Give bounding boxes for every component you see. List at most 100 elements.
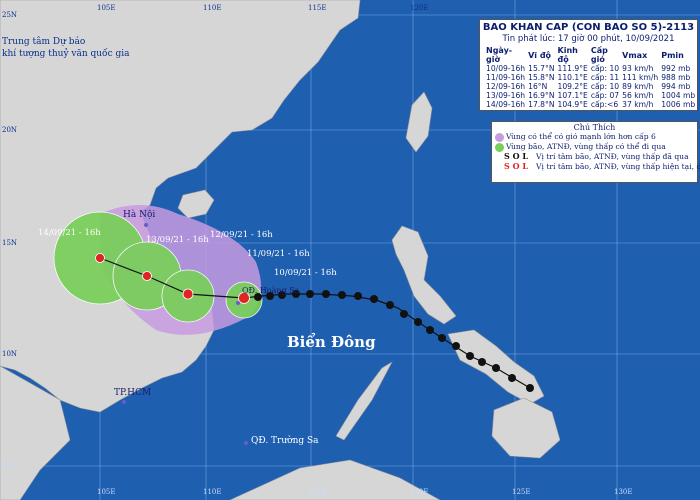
table-cell: 10/09-16h bbox=[486, 64, 526, 73]
lat-tick: 10N bbox=[2, 350, 18, 358]
lon-tick-top: 115E bbox=[308, 4, 327, 12]
mindanao-island bbox=[491, 397, 561, 459]
luzon-island bbox=[391, 225, 457, 325]
legend-item: Vùng có thể có gió mạnh lớn hơn cấp 6 bbox=[492, 132, 697, 142]
table-cell: 16°N bbox=[528, 82, 548, 91]
bulletin-panel: BAO KHAN CAP (CON BAO SO 5)-2113 Tin phá… bbox=[479, 19, 698, 111]
lat-tick: 5N bbox=[2, 462, 13, 470]
legend-item: S O L Vị trí tâm bão, ATNĐ, vùng thấp đã… bbox=[492, 151, 697, 162]
bulletin-issued-time: Tin phát lúc: 17 giờ 00 phút, 10/09/2021 bbox=[502, 34, 675, 44]
table-cell: 15.7°N bbox=[528, 64, 555, 73]
table-row: 12/09-16h 16°N 109.2°E cấp: 10 89 km/h 9… bbox=[486, 82, 698, 91]
forecast-time-label: 14/09/21 - 16h bbox=[38, 228, 101, 238]
lat-tick: 20N bbox=[2, 126, 18, 134]
palawan-island bbox=[335, 361, 393, 441]
agency-line-1: Trung tâm Dự báo bbox=[2, 37, 86, 47]
lon-tick-bottom: 120E bbox=[410, 488, 429, 496]
table-cell: 14/09-16h bbox=[486, 100, 526, 109]
table-cell: cấp: 10 bbox=[590, 64, 620, 73]
bulletin-title: BAO KHAN CAP (CON BAO SO 5)-2113 bbox=[482, 22, 695, 33]
place-label-hcm: TP.HCM bbox=[114, 388, 152, 398]
sea-name-label: Biển Đông bbox=[287, 333, 376, 351]
table-row: 10/09-16h 15.7°N 111.9°E cấp: 10 93 km/h… bbox=[486, 64, 698, 73]
column-header: Pmin bbox=[661, 50, 684, 60]
lon-tick-top: 110E bbox=[203, 4, 222, 12]
column-header: Vĩ độ bbox=[528, 50, 552, 60]
place-label-hanoi: Hà Nội bbox=[123, 210, 156, 220]
legend-panel: Chú Thích Vùng có thể có gió mạnh lớn hơ… bbox=[491, 121, 700, 183]
table-cell: 994 mb bbox=[661, 82, 691, 91]
table-cell: 93 km/h bbox=[622, 64, 654, 73]
table-row: 11/09-16h 15.8°N 110.1°E cấp: 11 111 km/… bbox=[486, 73, 698, 82]
table-cell: 13/09-16h bbox=[486, 91, 526, 100]
agency-name: Trung tâm Dự báo khí tượng thuỷ văn quốc… bbox=[2, 36, 129, 60]
purple-swatch-icon bbox=[495, 133, 504, 142]
table-row: 13/09-16h 16.9°N 107.1°E cấp: 07 56 km/h… bbox=[486, 91, 698, 100]
table-cell: 16.9°N bbox=[528, 91, 555, 100]
table-cell: 107.1°E bbox=[557, 91, 588, 100]
table-cell: 111 km/h bbox=[622, 73, 659, 82]
legend-title: Chú Thích bbox=[573, 123, 616, 132]
lon-tick-top: 105E bbox=[97, 4, 116, 12]
forecast-positions bbox=[95, 253, 250, 304]
lon-tick-bottom: 130E bbox=[614, 488, 633, 496]
legend-label: Vùng bão, ATNĐ, vùng thấp có thể đi qua bbox=[506, 142, 666, 151]
lat-tick: 25N bbox=[2, 11, 18, 19]
place-label-hoang-sa: QĐ. Hoàng Sa bbox=[242, 286, 300, 295]
table-cell: 104.9°E bbox=[557, 100, 588, 109]
red-storm-symbols-icon: S O L bbox=[504, 161, 528, 171]
table-cell: cấp: 07 bbox=[590, 91, 620, 100]
black-storm-symbols-icon: S O L bbox=[504, 151, 528, 161]
past-positions bbox=[254, 290, 534, 392]
lon-tick-bottom: 105E bbox=[97, 488, 116, 496]
forecast-time-label: 11/09/21 - 16h bbox=[247, 249, 310, 259]
table-cell: 11/09-16h bbox=[486, 73, 526, 82]
table-cell: cấp: 11 bbox=[590, 73, 620, 82]
lon-tick-bottom: 125E bbox=[512, 488, 531, 496]
table-cell: 109.2°E bbox=[557, 82, 588, 91]
table-header-row: Ngày-giờ Vĩ độ Kinh độ Cấp gió Vmax Pmin bbox=[486, 46, 698, 64]
green-swatch-icon bbox=[495, 143, 504, 152]
table-cell: 1006 mb bbox=[661, 100, 696, 109]
legend-label: Vị trí tâm bão, ATNĐ, vùng thấp đã qua bbox=[536, 152, 689, 161]
column-header: Kinh độ bbox=[557, 46, 578, 64]
table-cell: cấp:<6 bbox=[590, 100, 619, 109]
table-cell: 56 km/h bbox=[622, 91, 654, 100]
table-cell: 988 mb bbox=[661, 73, 691, 82]
table-cell: 1004 mb bbox=[661, 91, 696, 100]
lat-tick: 15N bbox=[2, 239, 18, 247]
table-cell: 111.9°E bbox=[557, 64, 588, 73]
agency-line-2: khí tượng thuỷ văn quốc gia bbox=[2, 49, 130, 59]
place-label-truong-sa: QĐ. Trường Sa bbox=[251, 436, 319, 446]
table-cell: 110.1°E bbox=[557, 73, 588, 82]
table-cell: 37 km/h bbox=[622, 100, 654, 109]
legend-label: Vị trí tâm bão, ATNĐ, vùng thấp hiện tại… bbox=[536, 162, 700, 171]
table-cell: 89 km/h bbox=[622, 82, 654, 91]
forecast-time-label: 10/09/21 - 16h bbox=[274, 268, 337, 278]
hainan-island bbox=[177, 189, 215, 219]
forecast-track-line bbox=[99, 257, 245, 299]
table-cell: 992 mb bbox=[661, 64, 691, 73]
legend-label: Vùng có thể có gió mạnh lớn hơn cấp 6 bbox=[506, 132, 656, 141]
land bbox=[0, 0, 561, 500]
lon-tick-top: 120E bbox=[410, 4, 429, 12]
place-markers bbox=[122, 223, 248, 445]
forecast-table: Ngày-giờ Vĩ độ Kinh độ Cấp gió Vmax Pmin… bbox=[486, 46, 698, 109]
legend-item: S O L Vị trí tâm bão, ATNĐ, vùng thấp hi… bbox=[492, 161, 700, 172]
taiwan-island bbox=[405, 91, 433, 153]
table-cell: 12/09-16h bbox=[486, 82, 526, 91]
forecast-time-label: 13/09/21 - 16h bbox=[146, 235, 209, 245]
table-cell: cấp: 10 bbox=[590, 82, 620, 91]
lon-tick-bottom: 115E bbox=[308, 488, 327, 496]
forecast-time-label: 12/09/21 - 16h bbox=[210, 230, 273, 240]
borneo-island bbox=[229, 459, 441, 500]
table-cell: 15.8°N bbox=[528, 73, 555, 82]
lon-tick-bottom: 110E bbox=[203, 488, 222, 496]
column-header: Cấp gió bbox=[590, 46, 608, 64]
column-header: Vmax bbox=[622, 50, 648, 60]
column-header: Ngày-giờ bbox=[486, 46, 513, 64]
legend-item: Vùng bão, ATNĐ, vùng thấp có thể đi qua bbox=[492, 142, 697, 152]
malay-peninsula bbox=[0, 365, 71, 500]
table-cell: 17.8°N bbox=[528, 100, 555, 109]
table-row: 14/09-16h 17.8°N 104.9°E cấp:<6 37 km/h … bbox=[486, 100, 698, 109]
